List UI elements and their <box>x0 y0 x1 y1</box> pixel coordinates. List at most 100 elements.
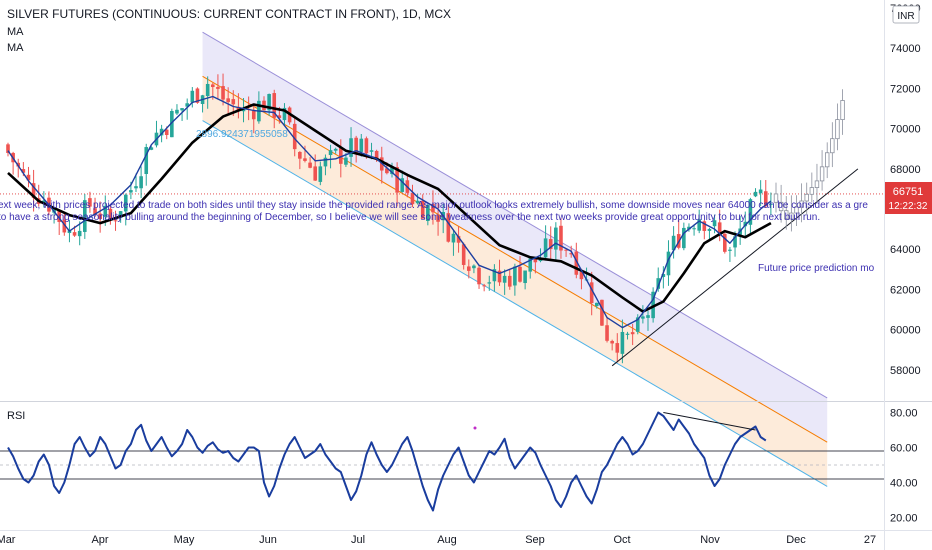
candle-down <box>308 162 312 168</box>
rsi-tick-label: 40.00 <box>890 478 918 490</box>
candle-down <box>723 233 727 252</box>
candle-down <box>231 99 236 105</box>
candle-down <box>251 110 256 120</box>
candle-up <box>620 331 625 354</box>
candle-up <box>656 278 661 289</box>
projection-candle <box>835 119 840 140</box>
projection-candle <box>789 212 794 220</box>
candle-down <box>482 285 486 287</box>
projection-candle <box>819 166 825 182</box>
candle-up <box>129 190 133 193</box>
candle-down <box>702 221 707 231</box>
candle-up <box>523 270 527 284</box>
rsi-marker <box>473 426 477 430</box>
candle-up <box>144 147 149 175</box>
candle-down <box>298 151 302 159</box>
candle-down <box>763 191 768 206</box>
price-panel <box>0 31 884 487</box>
projection-candle <box>778 201 784 212</box>
candle-down <box>605 325 609 341</box>
candle-down <box>31 183 36 198</box>
candle-down <box>559 225 563 251</box>
candle-up <box>344 157 348 165</box>
candle-up <box>487 282 492 284</box>
candle-down <box>21 169 26 173</box>
candle-up <box>595 302 599 307</box>
time-tick-label: Sep <box>525 534 545 546</box>
candle-up <box>159 128 164 136</box>
candle-up <box>282 107 287 121</box>
candle-up <box>390 166 394 175</box>
chart-title: SILVER FUTURES (CONTINUOUS: CURRENT CONT… <box>7 7 451 21</box>
currency-label: INR <box>897 11 914 22</box>
candle-up <box>415 200 420 204</box>
candle-up <box>687 226 691 230</box>
candle-up <box>666 251 671 276</box>
time-axis: Mar Apr May Jun Jul Aug Sep Oct Nov Dec 27 <box>0 530 932 546</box>
ma-slow-line <box>7 103 772 313</box>
time-tick-label: Jun <box>259 534 277 546</box>
projection-candle <box>799 200 804 208</box>
last-price-box <box>885 182 932 214</box>
rsi-label[interactable]: RSI <box>7 410 25 422</box>
time-tick-label: Aug <box>437 534 457 546</box>
candle-up <box>103 205 108 217</box>
candle-down <box>57 210 61 222</box>
candle-up <box>661 274 666 277</box>
candle-down <box>410 192 415 205</box>
candle-down <box>221 86 225 100</box>
candle-up <box>641 316 645 319</box>
currency-badge[interactable] <box>892 5 920 24</box>
candle-up <box>743 221 748 227</box>
candle-up <box>267 94 271 111</box>
candle-down <box>292 123 297 150</box>
candle-up <box>733 236 737 248</box>
projection-candle <box>804 193 809 202</box>
candle-down <box>313 166 317 181</box>
projection-candle <box>794 206 799 214</box>
candle-down <box>518 266 522 282</box>
time-tick-label: 27 <box>864 534 876 546</box>
candle-up <box>318 166 323 182</box>
candle-up <box>625 333 630 335</box>
candle-up <box>451 233 456 243</box>
candle-down <box>431 203 435 213</box>
rsi-panel <box>0 411 884 512</box>
candle-down <box>497 270 502 283</box>
candle-down <box>364 138 369 154</box>
candle-up <box>426 204 430 221</box>
candle-up <box>692 228 696 230</box>
time-tick-label: Mar <box>0 534 16 546</box>
rsi-tick-label: 20.00 <box>890 513 918 525</box>
candle-up <box>349 138 353 157</box>
candle-down <box>610 340 614 344</box>
candle-down <box>277 115 282 119</box>
indicator-ma-1[interactable]: MA <box>7 26 24 38</box>
candle-down <box>630 332 635 335</box>
moving-averages <box>7 95 772 329</box>
candle-up <box>328 150 333 156</box>
candle-down <box>385 168 389 174</box>
price-tick-label: 58000 <box>890 365 921 377</box>
candle-down <box>467 266 471 271</box>
candle-up <box>170 110 174 138</box>
projection-candle <box>784 210 789 220</box>
analysis-note-line-1: ext week, with prices projected to trade… <box>0 200 868 211</box>
channel-upper-line <box>202 31 828 399</box>
rsi-tick-label: 60.00 <box>890 443 918 455</box>
candle-down <box>236 106 241 111</box>
candle-down <box>216 87 220 89</box>
candle-up <box>671 235 676 251</box>
candle-down <box>62 219 67 233</box>
candle-down <box>461 244 466 265</box>
candle-up <box>323 157 328 167</box>
indicator-ma-2[interactable]: MA <box>7 42 24 54</box>
candle-down <box>569 253 573 255</box>
bar-countdown: 12:22:32 <box>889 201 928 212</box>
candle-up <box>728 249 732 251</box>
candle-up <box>697 219 701 231</box>
candle-up <box>492 269 497 282</box>
channel-upper-zone <box>202 32 828 443</box>
candle-up <box>753 191 758 197</box>
projection-candle <box>825 152 830 168</box>
